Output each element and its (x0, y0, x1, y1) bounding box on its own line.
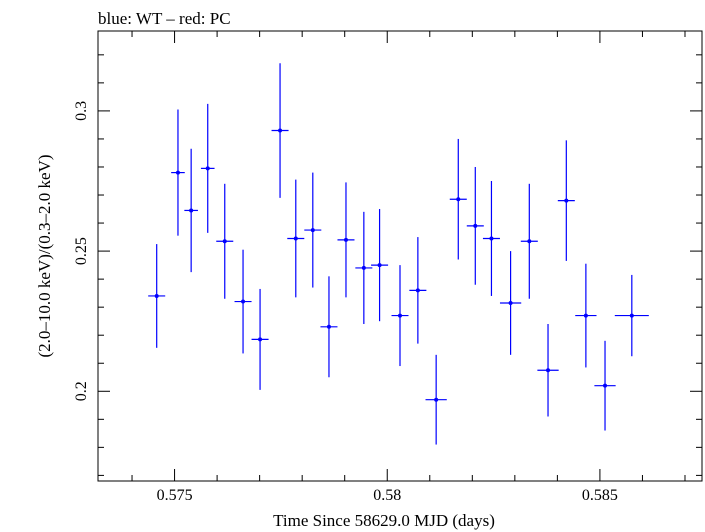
data-marker (415, 288, 420, 293)
data-point (216, 183, 234, 299)
data-point (466, 166, 484, 285)
axis-ticks (98, 31, 702, 481)
data-point (271, 63, 289, 198)
data-point (337, 182, 355, 298)
data-marker (434, 397, 439, 402)
data-marker (508, 300, 513, 305)
data-marker (205, 166, 210, 171)
data-marker (527, 239, 532, 244)
data-point (320, 276, 338, 378)
data-point (171, 109, 185, 236)
data-marker (629, 313, 634, 318)
data-marker (241, 299, 246, 304)
data-marker (293, 236, 298, 241)
x-tick-label: 0.585 (582, 487, 618, 504)
data-point (200, 103, 215, 233)
data-point (391, 265, 409, 367)
data-point (425, 354, 447, 445)
data-marker (258, 337, 263, 342)
y-tick-label: 0.2 (73, 381, 90, 401)
data-marker (326, 324, 331, 329)
data-marker (564, 198, 569, 203)
data-points (148, 63, 649, 445)
y-tick-label: 0.25 (73, 237, 90, 265)
data-point (148, 244, 166, 348)
data-marker (343, 237, 348, 242)
data-marker (583, 313, 588, 318)
x-tick-label: 0.575 (157, 487, 193, 504)
data-point (409, 237, 427, 344)
data-marker (603, 383, 608, 388)
x-axis-label: Time Since 58629.0 MJD (days) (273, 511, 495, 530)
data-marker (398, 313, 402, 318)
data-marker (189, 208, 194, 213)
data-point (537, 323, 559, 417)
axis-tick-labels: 0.575 0.58 0.585 0.2 0.25 0.3 (73, 101, 618, 504)
data-marker (377, 263, 382, 268)
plot-frame (97, 30, 703, 482)
data-marker (489, 236, 494, 241)
data-point (499, 251, 522, 355)
data-point (251, 288, 269, 390)
data-point (557, 140, 575, 261)
data-point (355, 211, 373, 324)
data-point (234, 249, 252, 354)
data-marker (310, 228, 315, 233)
y-tick-label: 0.3 (73, 101, 90, 121)
data-point (482, 181, 500, 296)
data-marker (361, 265, 366, 270)
data-marker (154, 293, 159, 298)
data-marker (456, 197, 461, 202)
data-point (614, 274, 649, 357)
data-point (575, 263, 597, 368)
data-marker (473, 223, 478, 228)
data-point (520, 183, 538, 299)
data-point (304, 172, 322, 288)
data-point (371, 209, 389, 322)
data-marker (546, 368, 551, 373)
data-point (287, 179, 305, 298)
data-point (594, 340, 616, 431)
data-point (449, 138, 467, 260)
data-marker (222, 239, 227, 244)
chart-title: blue: WT – red: PC (98, 9, 231, 28)
data-marker (278, 128, 283, 133)
data-marker (175, 170, 180, 175)
data-point (184, 148, 198, 273)
y-axis-label: (2.0–10.0 keV)/(0.3–2.0 keV) (35, 154, 54, 357)
x-tick-label: 0.58 (373, 487, 401, 504)
